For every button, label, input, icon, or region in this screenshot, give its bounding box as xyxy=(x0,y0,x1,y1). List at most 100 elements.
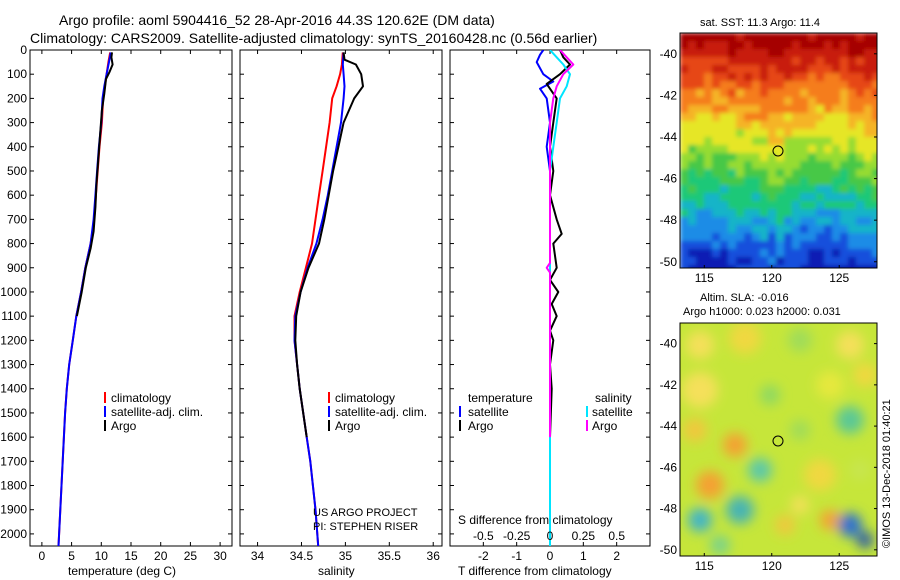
sst-cell xyxy=(848,57,857,66)
sst-cell xyxy=(696,225,705,234)
sst-cell xyxy=(768,129,777,138)
y-tick-label: 400 xyxy=(7,140,27,154)
sst-cell xyxy=(712,265,721,268)
sst-cell xyxy=(760,185,769,194)
sst-cell xyxy=(824,65,833,74)
map-y-tick-label: -48 xyxy=(660,213,678,227)
sst-cell xyxy=(840,89,849,98)
sst-cell xyxy=(704,257,713,266)
sla-blob xyxy=(836,406,864,434)
footer-timestamp: ©IMOS 13-Dec-2018 01:40:21 xyxy=(881,399,893,548)
sst-cell xyxy=(760,41,769,50)
sst-cell xyxy=(808,241,817,250)
sst-cell xyxy=(696,177,705,186)
sst-cell xyxy=(784,249,793,258)
map-y-tick-label: -50 xyxy=(660,255,678,269)
sst-cell xyxy=(872,113,877,122)
sla-blob xyxy=(850,460,870,480)
sst-cell xyxy=(696,217,705,226)
sst-cell xyxy=(696,265,705,268)
sla-blob xyxy=(688,508,712,532)
legend-swatch-argo xyxy=(328,420,330,431)
sst-cell xyxy=(800,113,809,122)
sst-cell xyxy=(848,169,857,178)
sst-cell xyxy=(728,161,737,170)
sst-cell xyxy=(824,169,833,178)
sst-cell xyxy=(752,65,761,74)
sst-cell xyxy=(712,177,721,186)
sst-cell xyxy=(848,49,857,58)
sst-cell xyxy=(696,249,705,258)
sst-cell xyxy=(696,209,705,218)
sst-cell xyxy=(792,73,801,82)
sst-cell xyxy=(872,97,877,106)
sst-cell xyxy=(840,241,849,250)
sst-cell xyxy=(768,57,777,66)
sst-cell xyxy=(824,241,833,250)
sst-cell xyxy=(848,257,857,266)
sst-cell xyxy=(720,217,729,226)
map-y-tick-label: -48 xyxy=(660,502,678,516)
x-tick-label: 20 xyxy=(154,549,168,563)
x-tick-label: 15 xyxy=(124,549,138,563)
x-tick-label: 35 xyxy=(339,549,353,563)
sst-cell xyxy=(800,121,809,130)
sst-cell xyxy=(744,257,753,266)
sla-blob xyxy=(729,323,761,354)
sst-cell xyxy=(800,41,809,50)
sst-cell xyxy=(848,65,857,74)
sst-cell xyxy=(840,193,849,202)
sst-cell xyxy=(744,105,753,114)
sst-cell xyxy=(856,169,865,178)
sst-cell xyxy=(760,217,769,226)
sst-cell xyxy=(696,137,705,146)
sst-cell xyxy=(696,129,705,138)
legend-label-climatology: climatology xyxy=(111,391,171,405)
sst-cell xyxy=(736,193,745,202)
sst-cell xyxy=(840,57,849,66)
sst-cell xyxy=(784,33,793,42)
sst-cell xyxy=(816,33,825,42)
sst-cell xyxy=(768,137,777,146)
sst-cell xyxy=(728,89,737,98)
sla-map-frame xyxy=(679,322,878,557)
sst-cell xyxy=(680,73,689,82)
sst-cell xyxy=(712,105,721,114)
sst-cell xyxy=(688,193,697,202)
sst-cell xyxy=(680,121,689,130)
sst-cell xyxy=(688,97,697,106)
sst-cell xyxy=(816,145,825,154)
sst-cell xyxy=(832,137,841,146)
sst-cell xyxy=(808,217,817,226)
sst-cell xyxy=(744,145,753,154)
sst-cell xyxy=(776,209,785,218)
map-x-tick-label: 125 xyxy=(829,271,849,285)
sst-cell xyxy=(856,65,865,74)
sst-cell xyxy=(792,177,801,186)
sst-cell xyxy=(792,105,801,114)
sst-cell xyxy=(856,217,865,226)
sst-cell xyxy=(768,73,777,82)
sst-cell xyxy=(832,217,841,226)
sst-cell xyxy=(800,129,809,138)
sst-cell xyxy=(744,233,753,242)
sst-cell xyxy=(784,105,793,114)
sst-cell xyxy=(728,73,737,82)
sst-cell xyxy=(744,33,753,42)
sst-cell xyxy=(872,169,877,178)
sst-cell xyxy=(848,121,857,130)
sst-cell xyxy=(784,153,793,162)
sst-cell xyxy=(768,145,777,154)
sst-cell xyxy=(792,161,801,170)
sst-cell xyxy=(768,49,777,58)
sla-blob xyxy=(683,418,707,442)
sst-cell xyxy=(768,241,777,250)
sst-cell xyxy=(688,209,697,218)
x-tick-label: 2 xyxy=(613,549,620,563)
difference-panel: -2 -1 0 1 2 temperature satellite Argo salin… xyxy=(449,49,651,578)
sst-cell xyxy=(752,185,761,194)
sst-cell xyxy=(776,161,785,170)
sst-cell xyxy=(680,161,689,170)
sst-cell xyxy=(856,249,865,258)
sst-cell xyxy=(864,89,873,98)
